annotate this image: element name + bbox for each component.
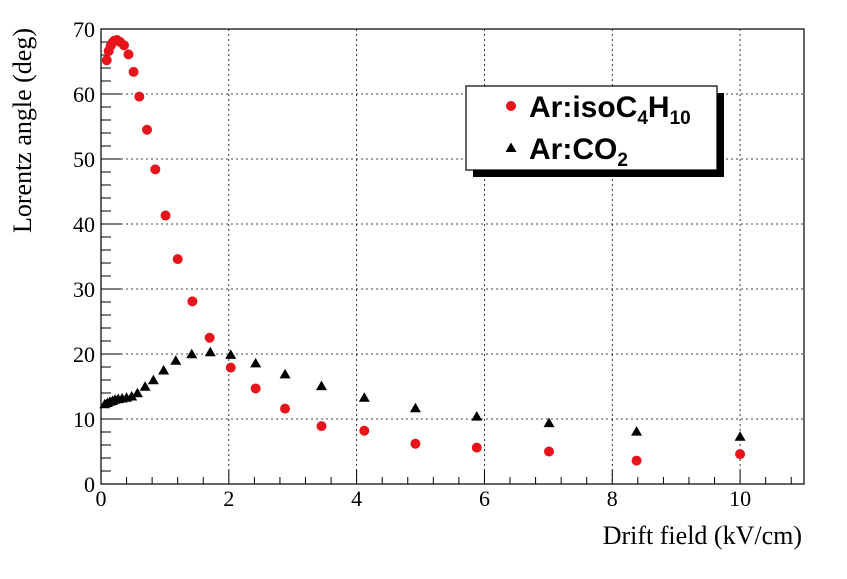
data-point-series-2 bbox=[131, 387, 143, 398]
data-point-series-1 bbox=[128, 66, 139, 77]
data-point-series-1 bbox=[134, 91, 145, 102]
y-tick-label: 20 bbox=[73, 342, 95, 367]
legend-label-1-mid: H bbox=[648, 91, 670, 124]
data-point-series-2 bbox=[126, 391, 138, 401]
data-point-series-1 bbox=[101, 55, 112, 66]
data-point-series-1 bbox=[204, 332, 215, 343]
data-point-series-2 bbox=[204, 346, 216, 357]
data-point-series-2 bbox=[471, 411, 483, 421]
legend-label-2-prefix: Ar:CO bbox=[529, 133, 617, 166]
data-point-series-2 bbox=[543, 417, 555, 428]
data-point-series-1 bbox=[123, 49, 134, 60]
data-point-series-1 bbox=[187, 296, 198, 307]
y-tick-label: 10 bbox=[73, 407, 95, 432]
legend-label-1-sub2: 10 bbox=[670, 108, 691, 129]
y-tick-label: 50 bbox=[73, 147, 95, 172]
legend-label-series-2: Ar:CO2 bbox=[529, 133, 628, 171]
data-point-series-1 bbox=[359, 425, 370, 436]
legend-label-1-sub1: 4 bbox=[637, 108, 648, 129]
data-point-series-1 bbox=[316, 421, 327, 432]
data-point-series-1 bbox=[735, 449, 746, 460]
data-point-series-2 bbox=[158, 365, 170, 375]
data-point-series-1 bbox=[160, 210, 171, 221]
y-tick-label: 30 bbox=[73, 277, 95, 302]
data-point-series-1 bbox=[471, 442, 482, 453]
data-point-series-2 bbox=[315, 380, 327, 391]
y-axis-title: Lorentz angle (deg) bbox=[8, 28, 37, 233]
data-point-series-1 bbox=[544, 446, 555, 457]
data-point-series-2 bbox=[139, 381, 151, 391]
data-point-series-2 bbox=[734, 431, 746, 441]
axis-ticks bbox=[100, 28, 792, 485]
data-point-series-1 bbox=[631, 455, 642, 466]
data-point-series-1 bbox=[225, 362, 236, 373]
data-points bbox=[99, 35, 746, 466]
y-tick-label: 0 bbox=[84, 472, 95, 497]
x-tick-label: 2 bbox=[223, 486, 234, 511]
data-point-series-2 bbox=[279, 368, 291, 379]
data-point-series-1 bbox=[119, 40, 130, 51]
legend-marker-circle bbox=[506, 101, 516, 111]
x-tick-label: 4 bbox=[351, 486, 362, 511]
legend-label-2-sub1: 2 bbox=[617, 150, 628, 171]
data-point-series-2 bbox=[147, 374, 159, 385]
y-tick-label: 70 bbox=[73, 17, 95, 42]
data-point-series-2 bbox=[250, 357, 262, 368]
x-axis-title: Drift field (kV/cm) bbox=[603, 521, 802, 550]
x-tick-label: 6 bbox=[479, 486, 490, 511]
data-point-series-2 bbox=[631, 426, 643, 436]
data-point-series-2 bbox=[358, 392, 370, 402]
data-point-series-1 bbox=[150, 164, 161, 175]
data-point-series-2 bbox=[186, 348, 198, 359]
data-point-series-2 bbox=[170, 355, 182, 365]
data-point-series-2 bbox=[225, 349, 237, 359]
y-tick-label: 40 bbox=[73, 212, 95, 237]
legend: Ar:isoC4H10 Ar:CO2 bbox=[465, 85, 724, 177]
data-point-series-1 bbox=[410, 438, 421, 449]
legend-label-series-1: Ar:isoC4H10 bbox=[529, 91, 691, 129]
x-tick-label: 0 bbox=[96, 486, 107, 511]
legend-box bbox=[465, 85, 718, 171]
x-tick-label: 10 bbox=[729, 486, 751, 511]
data-point-series-1 bbox=[142, 124, 153, 135]
plot-frame bbox=[100, 28, 805, 485]
data-point-series-2 bbox=[409, 402, 421, 413]
data-point-series-1 bbox=[172, 254, 183, 265]
legend-marker-triangle bbox=[505, 142, 517, 152]
legend-label-1-prefix: Ar:isoC bbox=[529, 91, 637, 124]
data-point-series-1 bbox=[250, 383, 261, 394]
x-tick-label: 8 bbox=[607, 486, 618, 511]
data-point-series-1 bbox=[280, 403, 291, 414]
y-tick-label: 60 bbox=[73, 82, 95, 107]
